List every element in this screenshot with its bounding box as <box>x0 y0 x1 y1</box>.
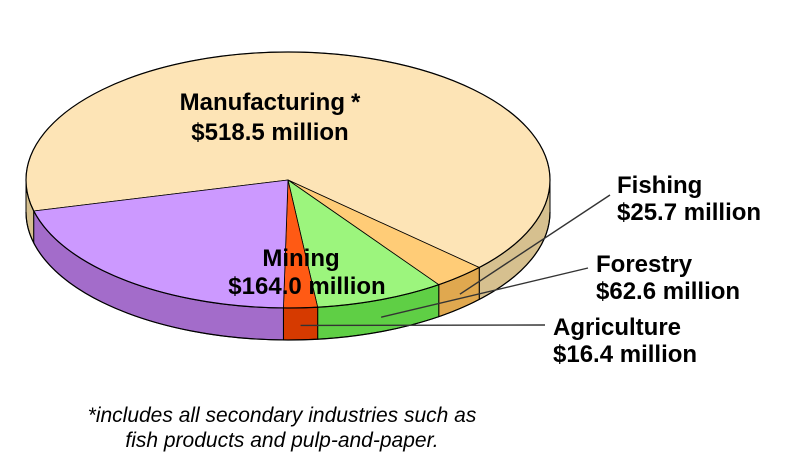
forestry-leader-line <box>380 267 589 318</box>
agriculture-label: Agriculture <box>553 314 681 341</box>
pie-top-rim <box>25 51 551 309</box>
fishing-value: $25.7 million <box>617 199 761 226</box>
agriculture-value: $16.4 million <box>553 341 697 368</box>
manufacturing-label: Manufacturing * <box>180 89 361 116</box>
agriculture-side <box>282 306 319 341</box>
pie-bottom-rim <box>25 211 551 341</box>
fishing-label: Fishing <box>617 172 702 199</box>
footnote-line-2: fish products and pulp-and-paper. <box>125 429 438 452</box>
forestry-value: $62.6 million <box>596 278 740 305</box>
pie-edges <box>25 51 551 341</box>
footnote-line-1: *includes all secondary industries such … <box>88 404 477 427</box>
fishing-leader-line <box>459 194 611 295</box>
forestry-label: Forestry <box>596 251 693 278</box>
mining-label: Mining <box>262 245 339 272</box>
mining-value: $164.0 million <box>228 273 385 300</box>
manufacturing-value: $518.5 million <box>191 119 348 146</box>
leader-lines <box>300 194 611 327</box>
